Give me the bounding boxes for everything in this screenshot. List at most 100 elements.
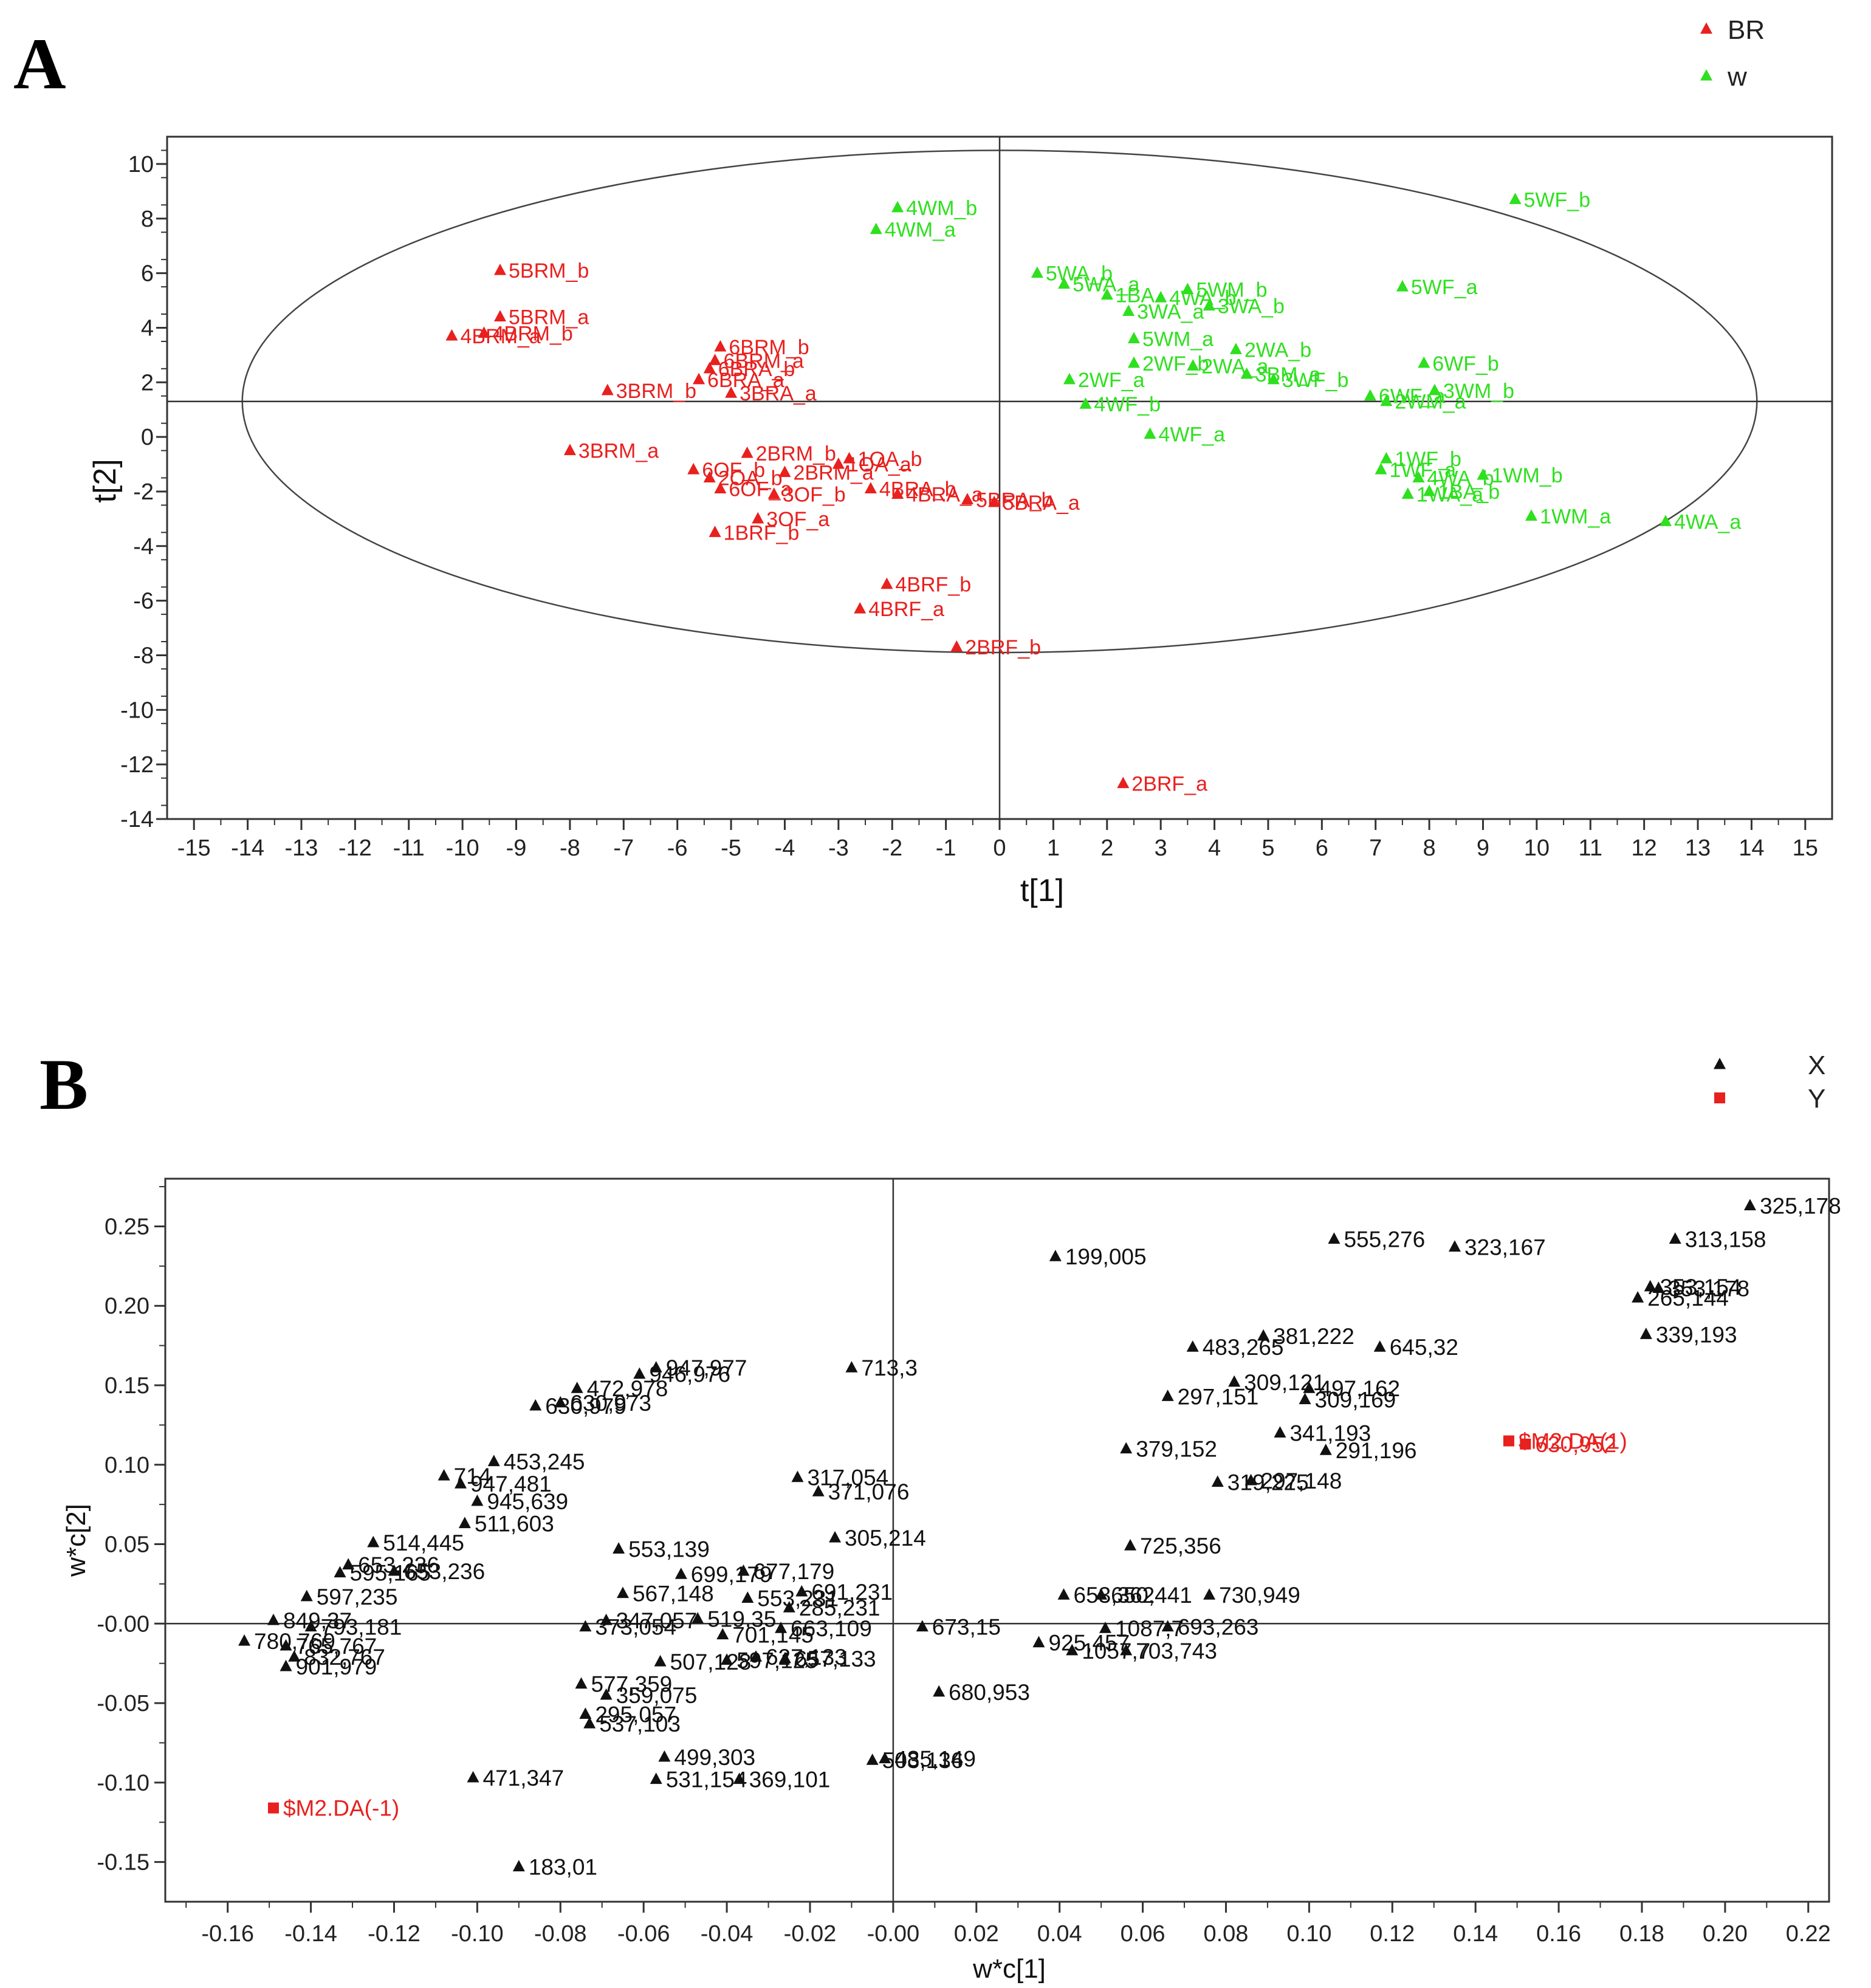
- data-point-X: [650, 1772, 662, 1784]
- data-point-X: [654, 1654, 667, 1667]
- data-point-X: [1120, 1644, 1133, 1656]
- point-label: 6BRA_b: [718, 358, 795, 381]
- data-point-X: [1211, 1475, 1224, 1487]
- x-tick-label: 0.04: [1037, 1921, 1082, 1947]
- point-label: 5WA_b: [1046, 262, 1113, 286]
- data-point-X: [716, 1628, 729, 1640]
- point-label: 514,445: [383, 1530, 464, 1555]
- point-label: 1OA_a: [847, 453, 911, 476]
- point-label: 4BRM_a: [460, 325, 540, 348]
- x-tick-label: 0: [993, 835, 1006, 861]
- data-point-w: [1187, 359, 1200, 371]
- x-tick-label: -0.08: [534, 1921, 587, 1947]
- point-label: 597,125: [736, 1648, 818, 1673]
- point-label: 947,481: [470, 1472, 552, 1496]
- point-label: 3WM_b: [1443, 380, 1514, 403]
- point-label: 2OA_b: [718, 467, 783, 490]
- point-label: 947,977: [666, 1356, 747, 1380]
- data-point-BR: [478, 326, 490, 338]
- x-tick-label: -0.00: [867, 1921, 920, 1947]
- data-point-BR: [693, 372, 705, 385]
- data-point-X: [1228, 1375, 1241, 1387]
- data-point-Y: [1520, 1438, 1531, 1450]
- data-point-w: [1127, 356, 1140, 368]
- x-tick-label: 0.02: [954, 1921, 999, 1947]
- point-label: 3BRM_a: [578, 440, 659, 463]
- data-point-X: [367, 1535, 380, 1548]
- legend-label-X: X: [1808, 1051, 1825, 1080]
- point-label: 499,303: [674, 1745, 755, 1770]
- x-tick-label: -7: [613, 835, 634, 861]
- x-tick-label: 7: [1369, 835, 1382, 861]
- x-tick-label: 0.22: [1786, 1921, 1831, 1947]
- data-point-X: [1099, 1621, 1111, 1633]
- plot-area-b: [164, 1177, 1830, 1903]
- point-label: 1WM_b: [1491, 464, 1562, 487]
- data-point-X: [454, 1476, 467, 1489]
- point-label: 2WA_a: [1201, 355, 1268, 378]
- x-tick-label: 1: [1047, 835, 1060, 861]
- x-tick-label: 0.18: [1619, 1921, 1664, 1947]
- x-tick-label: -2: [882, 835, 902, 861]
- data-point-w: [1401, 487, 1414, 499]
- data-point-BR: [864, 482, 877, 494]
- point-label: 3WF_b: [1282, 369, 1349, 392]
- data-point-X: [1057, 1588, 1070, 1600]
- point-label: 597,235: [317, 1585, 398, 1609]
- point-label: 497,162: [1319, 1376, 1400, 1401]
- point-label: 4WA_b: [1169, 287, 1236, 310]
- data-point-X: [342, 1558, 355, 1570]
- legend-label-w: w: [1727, 62, 1747, 92]
- y-tick-label: 6: [141, 261, 154, 287]
- y-tick-label: 10: [128, 152, 154, 177]
- y-tick-label: 8: [141, 207, 154, 232]
- point-label: 317,054: [807, 1465, 888, 1490]
- legend-marker-Y: [1714, 1092, 1725, 1103]
- data-point-w: [870, 222, 882, 235]
- point-label: 453,245: [504, 1450, 585, 1475]
- point-label: 297,148: [1261, 1469, 1342, 1493]
- point-label: 4BRA_b: [879, 478, 956, 501]
- data-point-BR: [494, 310, 506, 322]
- data-point-BR: [703, 362, 716, 374]
- data-point-w: [1240, 367, 1253, 379]
- data-point-w: [1031, 266, 1043, 278]
- data-point-w: [1380, 451, 1393, 464]
- point-label: 507,128: [670, 1650, 752, 1674]
- y-tick-label: 2: [141, 370, 154, 396]
- point-label: 373,054: [595, 1615, 676, 1640]
- x-tick-label: 13: [1685, 835, 1711, 861]
- point-label: 325,178: [1760, 1193, 1841, 1218]
- point-label: 650,441: [1111, 1583, 1192, 1608]
- data-point-X: [280, 1659, 292, 1671]
- point-label: 2WA_b: [1244, 338, 1311, 362]
- point-label: 295,057: [595, 1702, 676, 1727]
- data-point-X: [1373, 1340, 1386, 1352]
- data-point-X: [467, 1770, 479, 1783]
- data-point-w: [1267, 372, 1280, 385]
- legend-marker-w: [1700, 69, 1712, 81]
- point-label: 945,639: [487, 1489, 568, 1514]
- data-point-X: [916, 1620, 929, 1632]
- data-point-X: [300, 1589, 313, 1602]
- data-point-X: [1095, 1588, 1108, 1600]
- data-point-X: [633, 1367, 646, 1379]
- y-tick-label: -2: [133, 479, 154, 505]
- point-label: 630,952: [1535, 1432, 1616, 1457]
- point-label: 946,976: [649, 1362, 730, 1387]
- point-label: 2BRF_b: [965, 636, 1041, 659]
- y-tick-label: 0.10: [105, 1453, 149, 1478]
- data-point-BR: [778, 465, 791, 478]
- point-label: 313,158: [1685, 1227, 1766, 1252]
- data-point-X: [1274, 1426, 1286, 1438]
- point-label: 1WA_a: [1416, 483, 1483, 506]
- data-point-X: [1161, 1620, 1174, 1632]
- data-point-X: [650, 1361, 662, 1373]
- point-label: $M2.DA(-1): [283, 1796, 399, 1821]
- point-label: 1057,7: [1082, 1639, 1150, 1664]
- data-point-X: [812, 1485, 825, 1496]
- x-tick-label: 0.14: [1453, 1921, 1498, 1947]
- point-label: 730,949: [1219, 1583, 1300, 1608]
- point-label: 3OF_b: [783, 483, 846, 506]
- data-point-BR: [741, 446, 754, 458]
